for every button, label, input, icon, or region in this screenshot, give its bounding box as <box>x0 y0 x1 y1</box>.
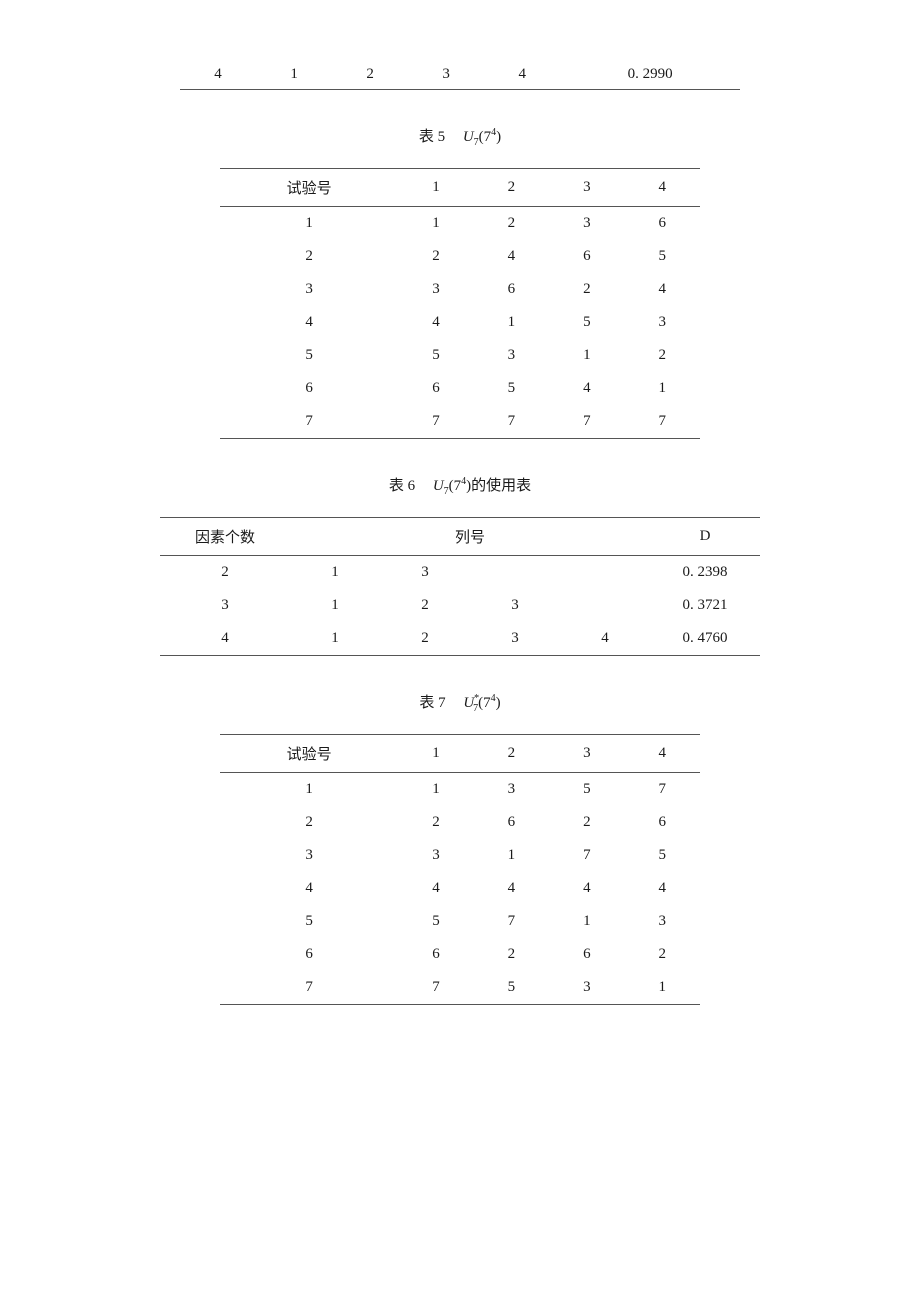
table-row: 4 1 2 3 4 0. 4760 <box>160 622 760 656</box>
col-header: 列号 <box>290 518 650 556</box>
caption-prefix: 表 6 <box>389 478 415 494</box>
table-header-row: 试验号 1 2 3 4 <box>220 735 700 773</box>
cell: 1 <box>256 60 332 90</box>
cell: 3 <box>408 60 484 90</box>
table6: 因素个数 列号 D 2 1 3 0. 2398 3 1 2 3 0. 3721 <box>60 517 860 656</box>
cell: 4 <box>484 60 560 90</box>
table5-caption: 表 5 U7(74) <box>60 125 860 148</box>
cell: 2 <box>332 60 408 90</box>
fragment-table: 4 1 2 3 4 0. 2990 <box>60 60 860 90</box>
caption-args: (7 <box>449 478 462 494</box>
table-row: 11236 <box>220 207 700 241</box>
caption-close: ) <box>496 129 501 145</box>
col-header: 试验号 <box>220 735 398 773</box>
table-row: 33624 <box>220 273 700 306</box>
col-header: 试验号 <box>220 169 398 207</box>
caption-sym: U <box>463 129 474 145</box>
cell: 4 <box>180 60 256 90</box>
caption-args: (7 <box>479 129 492 145</box>
caption-sym: U <box>433 478 444 494</box>
table-row: 22626 <box>220 806 700 839</box>
table-row: 2 1 3 0. 2398 <box>160 556 760 590</box>
col-header: 3 <box>549 169 624 207</box>
table-row: 44444 <box>220 872 700 905</box>
table6-caption: 表 6 U7(74)的使用表 <box>60 474 860 497</box>
caption-close: ) <box>496 695 501 711</box>
table-row: 55713 <box>220 905 700 938</box>
table-row: 55312 <box>220 339 700 372</box>
table-row: 33175 <box>220 839 700 872</box>
table-row: 11357 <box>220 773 700 807</box>
col-header: 2 <box>474 169 549 207</box>
table-row: 77777 <box>220 405 700 439</box>
col-header: 2 <box>474 735 549 773</box>
table7-caption: 表 7 U*7(74) <box>60 691 860 714</box>
table-row: 4 1 2 3 4 0. 2990 <box>180 60 740 90</box>
col-header: D <box>650 518 760 556</box>
caption-args: (7 <box>478 695 491 711</box>
table-header-row: 试验号 1 2 3 4 <box>220 169 700 207</box>
caption-close: )的使用表 <box>466 478 531 494</box>
col-header: 1 <box>398 169 473 207</box>
col-header: 3 <box>549 735 624 773</box>
table-row: 77531 <box>220 971 700 1005</box>
table-row: 66541 <box>220 372 700 405</box>
caption-prefix: 表 5 <box>419 129 445 145</box>
table-row: 66262 <box>220 938 700 971</box>
cell: 0. 2990 <box>560 60 740 90</box>
table-row: 3 1 2 3 0. 3721 <box>160 589 760 622</box>
table-row: 44153 <box>220 306 700 339</box>
col-header: 4 <box>625 735 700 773</box>
caption-prefix: 表 7 <box>419 695 445 711</box>
table-row: 22465 <box>220 240 700 273</box>
table5: 试验号 1 2 3 4 11236 22465 33624 44153 5531… <box>60 168 860 439</box>
table7: 试验号 1 2 3 4 11357 22626 33175 44444 5571… <box>60 734 860 1005</box>
col-header: 因素个数 <box>160 518 290 556</box>
col-header: 1 <box>398 735 473 773</box>
col-header: 4 <box>625 169 700 207</box>
table-header-row: 因素个数 列号 D <box>160 518 760 556</box>
